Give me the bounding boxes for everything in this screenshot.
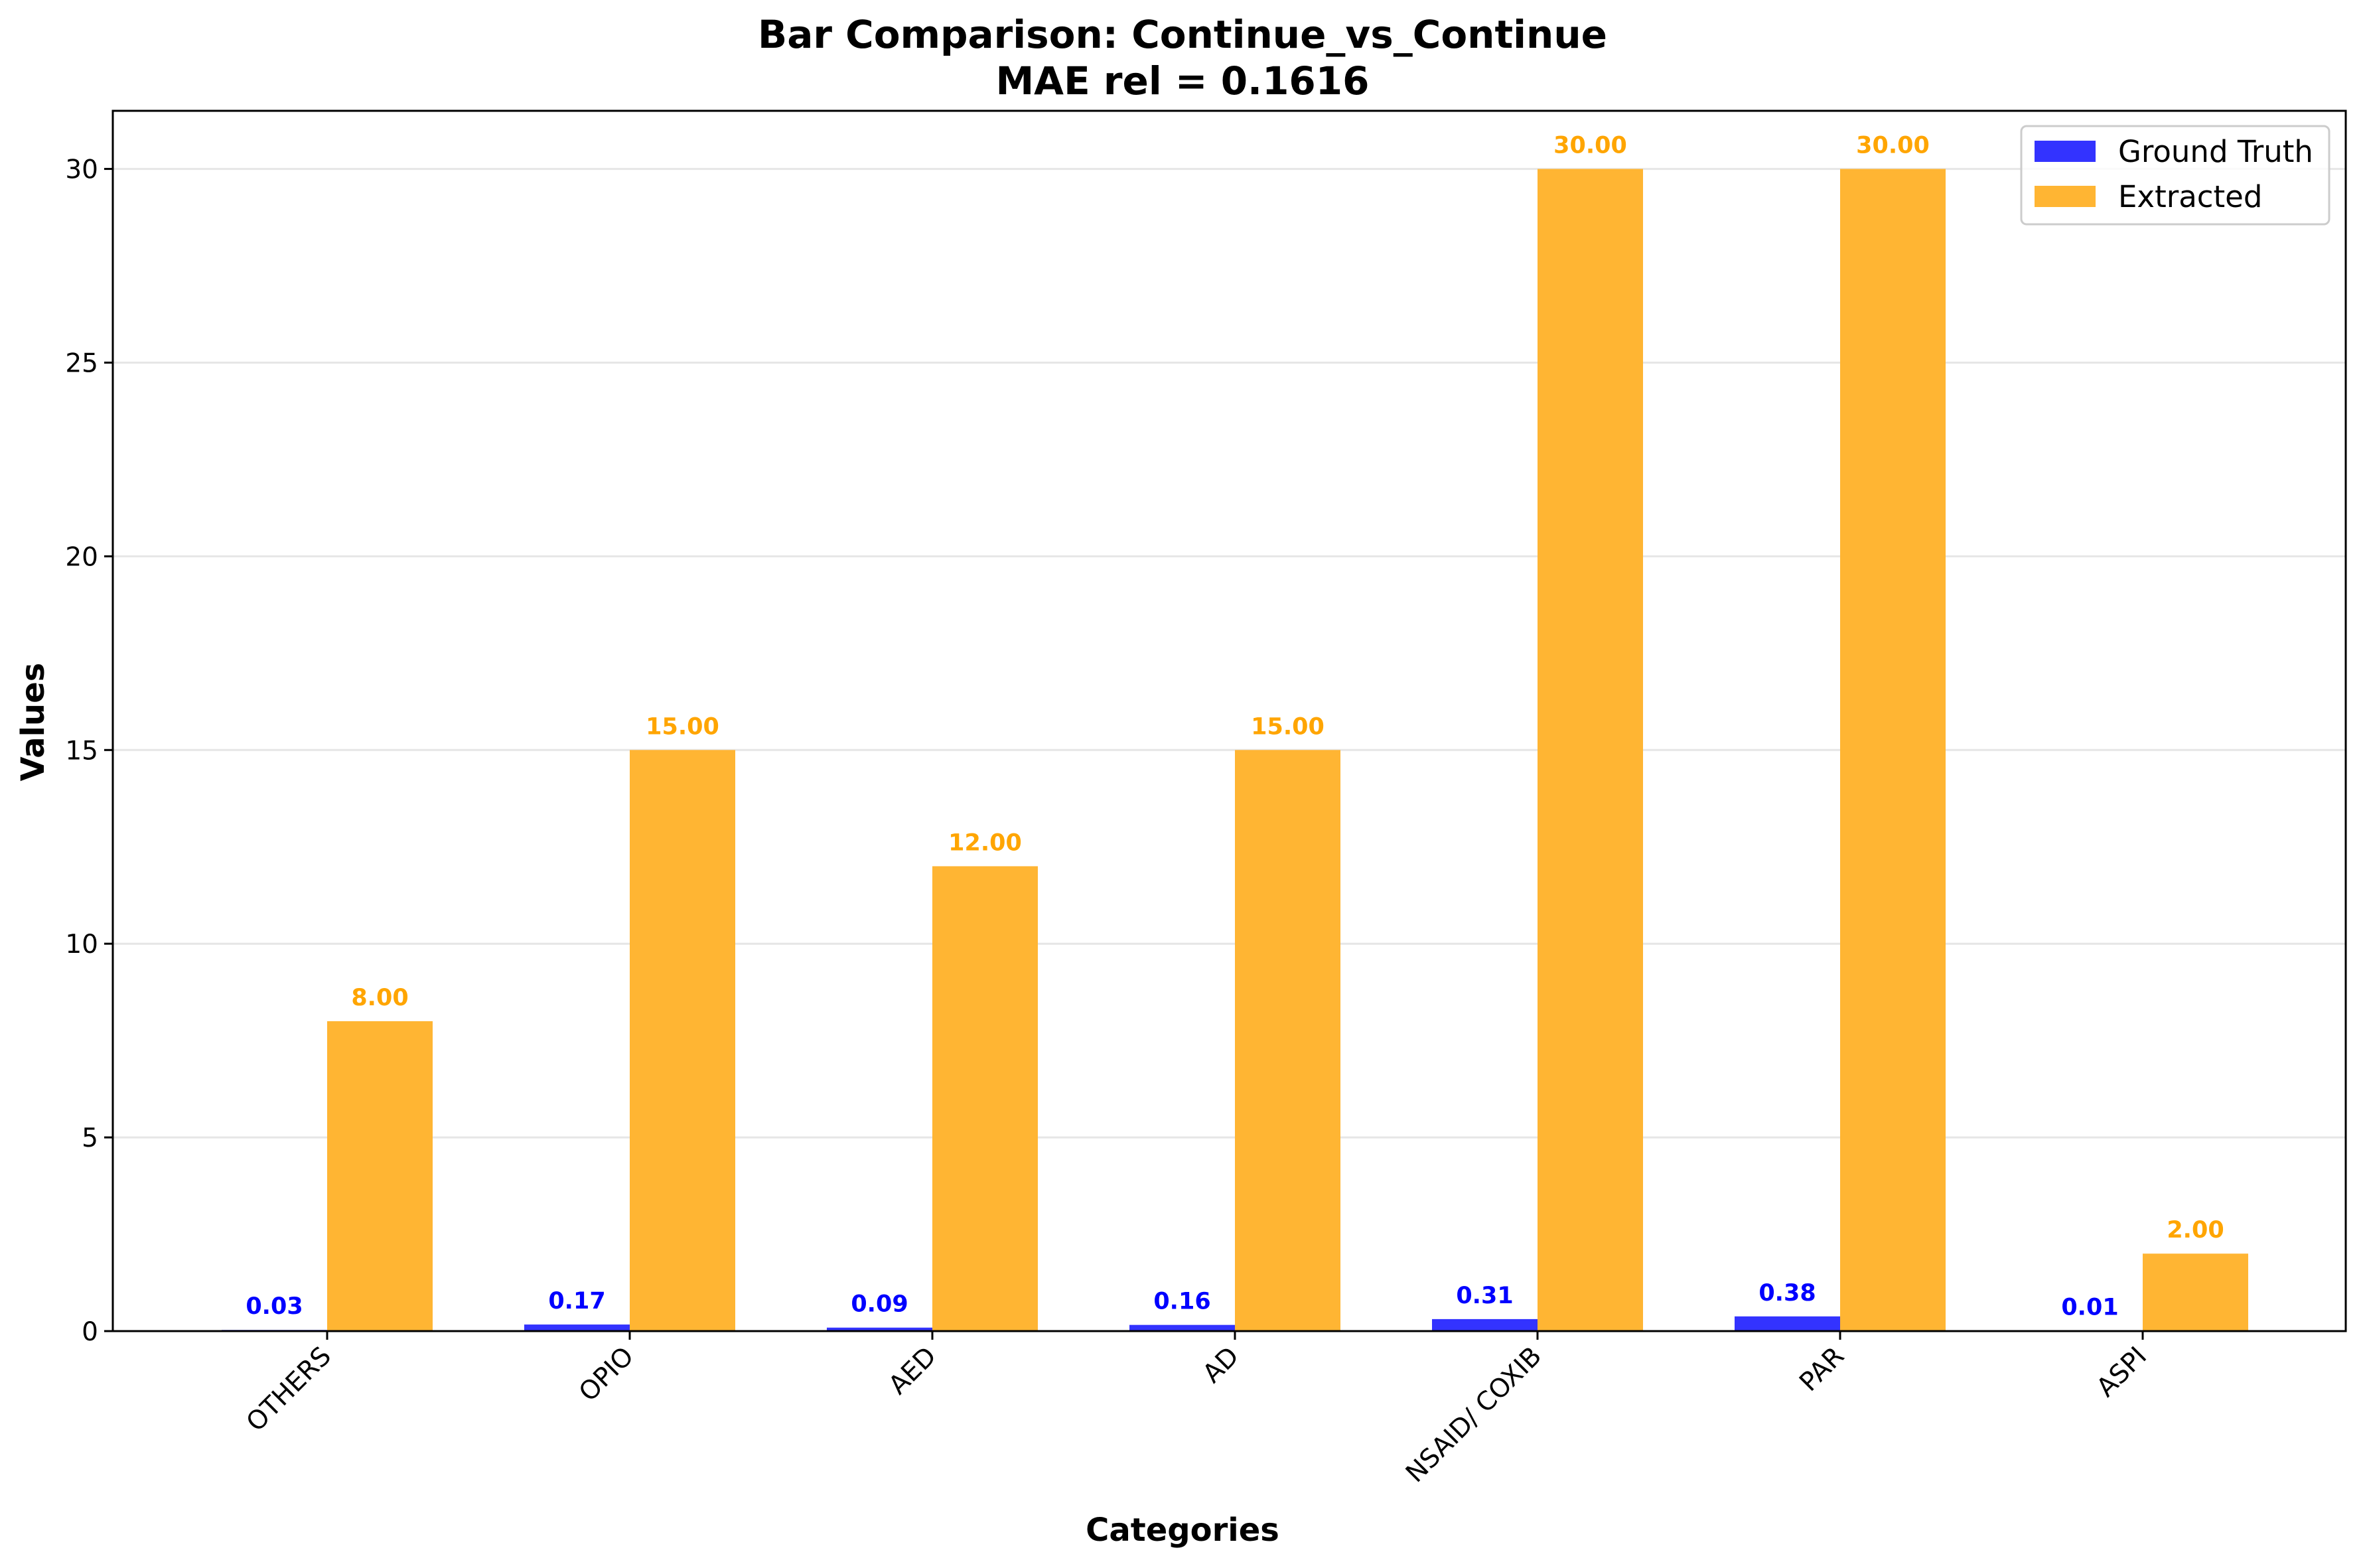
x-tick-label: PAR [1794,1341,1850,1397]
x-tick-label: AD [1197,1341,1245,1389]
x-tick-label: NSAID/ COXIB [1400,1341,1547,1488]
y-tick-label: 0 [82,1317,98,1347]
legend-label-extracted: Extracted [2118,179,2262,214]
x-tick-label: ASPI [2091,1341,2153,1403]
y-axis-ticks: 0 5 10 15 20 25 30 [65,155,113,1347]
legend-label-ground-truth: Ground Truth [2118,134,2313,169]
bar-extracted [1840,169,1946,1332]
x-tick-label: OPIO [573,1341,640,1407]
data-label-extracted: 30.00 [1553,133,1627,159]
data-label-ground-truth: 0.01 [2061,1294,2118,1320]
legend-frame [2020,125,2330,226]
y-gridlines [113,168,2346,1332]
bar-extracted [1538,169,1643,1332]
data-label-ground-truth: 0.31 [1456,1283,1513,1309]
legend-swatch-ground-truth [2035,141,2096,162]
data-label-extracted: 15.00 [1251,713,1325,740]
y-tick-label: 20 [65,542,98,572]
y-tick-label: 15 [65,736,98,766]
data-labels: 0.03 8.00 0.17 15.00 0.09 12.00 0.16 15.00 0.31 3… [246,133,2224,1321]
bar-extracted [932,866,1038,1331]
data-label-ground-truth: 0.03 [246,1293,303,1320]
bar-extracted [327,1021,433,1331]
y-tick-label: 5 [82,1123,98,1153]
data-label-extracted: 15.00 [646,713,719,740]
bar-extracted [630,750,735,1331]
data-label-ground-truth: 0.38 [1758,1280,1816,1307]
bar-ground-truth [827,1327,932,1331]
data-label-ground-truth: 0.16 [1153,1289,1210,1315]
chart-title: Bar Comparison: Continue_vs_Continue [758,12,1607,57]
bar-extracted [2143,1253,2248,1331]
data-label-extracted: 2.00 [2167,1217,2224,1244]
x-tick-label: OTHERS [241,1341,337,1437]
bar-ground-truth [524,1324,630,1331]
y-axis-label: Values [15,663,52,782]
legend-swatch-extracted [2035,186,2096,207]
data-label-extracted: 30.00 [1856,133,1930,159]
x-axis-ticks: OTHERS OPIO AED AD NSAID/ COXIB PAR ASPI [241,1331,2153,1488]
x-tick-label: AED [883,1341,942,1400]
bar-extracted [1235,750,1340,1331]
y-tick-label: 30 [65,155,98,185]
data-label-ground-truth: 0.17 [548,1288,605,1315]
y-tick-label: 10 [65,930,98,960]
data-label-extracted: 8.00 [351,985,408,1011]
x-axis-label: Categories [1086,1512,1279,1549]
data-label-extracted: 12.00 [948,829,1022,856]
bar-ground-truth [1129,1324,1235,1331]
bar-ground-truth [1432,1319,1538,1331]
plot-frame [111,109,2347,1332]
legend: Ground Truth Extracted [2020,125,2330,226]
y-tick-label: 25 [65,348,98,378]
chart-subtitle: MAE rel = 0.1616 [995,58,1369,104]
data-label-ground-truth: 0.09 [851,1291,908,1318]
bars [222,169,2248,1332]
bar-ground-truth [1735,1316,1840,1331]
